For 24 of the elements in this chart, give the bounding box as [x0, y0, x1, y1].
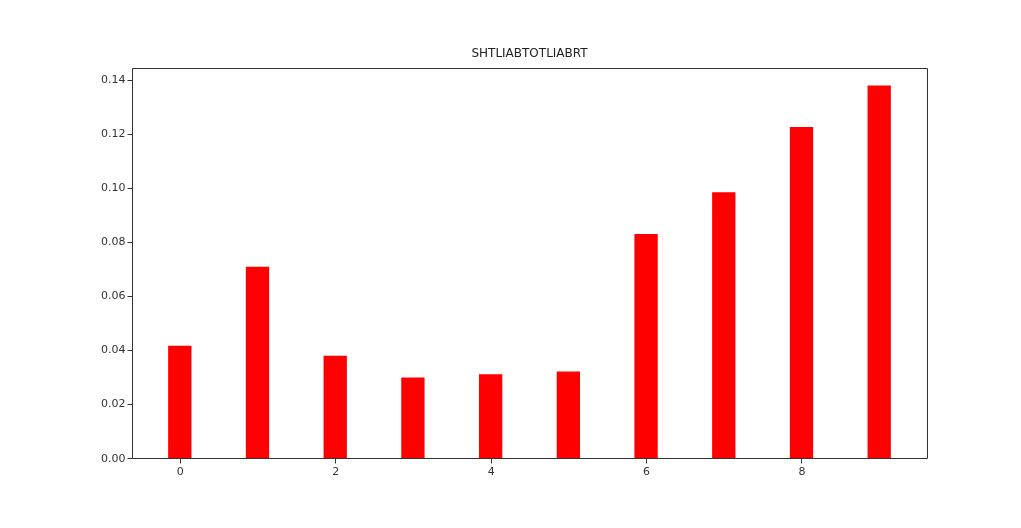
- y-tick-label: 0.04: [101, 343, 126, 357]
- bar: [789, 126, 814, 458]
- bar: [712, 192, 736, 458]
- y-tick-label: 0.02: [101, 397, 126, 411]
- chart-title: SHTLIABTOTLIABRT: [471, 46, 589, 60]
- x-tick-label: 8: [798, 464, 806, 478]
- x-tick-label: 2: [332, 464, 340, 478]
- x-tick-label: 4: [487, 464, 495, 478]
- y-tick-label: 0.00: [101, 451, 126, 465]
- bar: [867, 85, 891, 458]
- bar: [245, 266, 270, 458]
- bar: [478, 374, 503, 458]
- x-tick-label: 0: [176, 464, 184, 478]
- y-tick-label: 0.14: [101, 73, 126, 87]
- y-tick-label: 0.08: [101, 235, 126, 249]
- y-tick-label: 0.10: [101, 181, 126, 195]
- bar: [323, 355, 347, 458]
- y-tick-label: 0.12: [101, 127, 126, 141]
- y-tick-label: 0.06: [101, 289, 126, 303]
- bar: [168, 345, 192, 458]
- bar: [556, 371, 581, 458]
- bar: [634, 233, 658, 458]
- x-tick-label: 6: [643, 464, 651, 478]
- bar: [401, 377, 425, 458]
